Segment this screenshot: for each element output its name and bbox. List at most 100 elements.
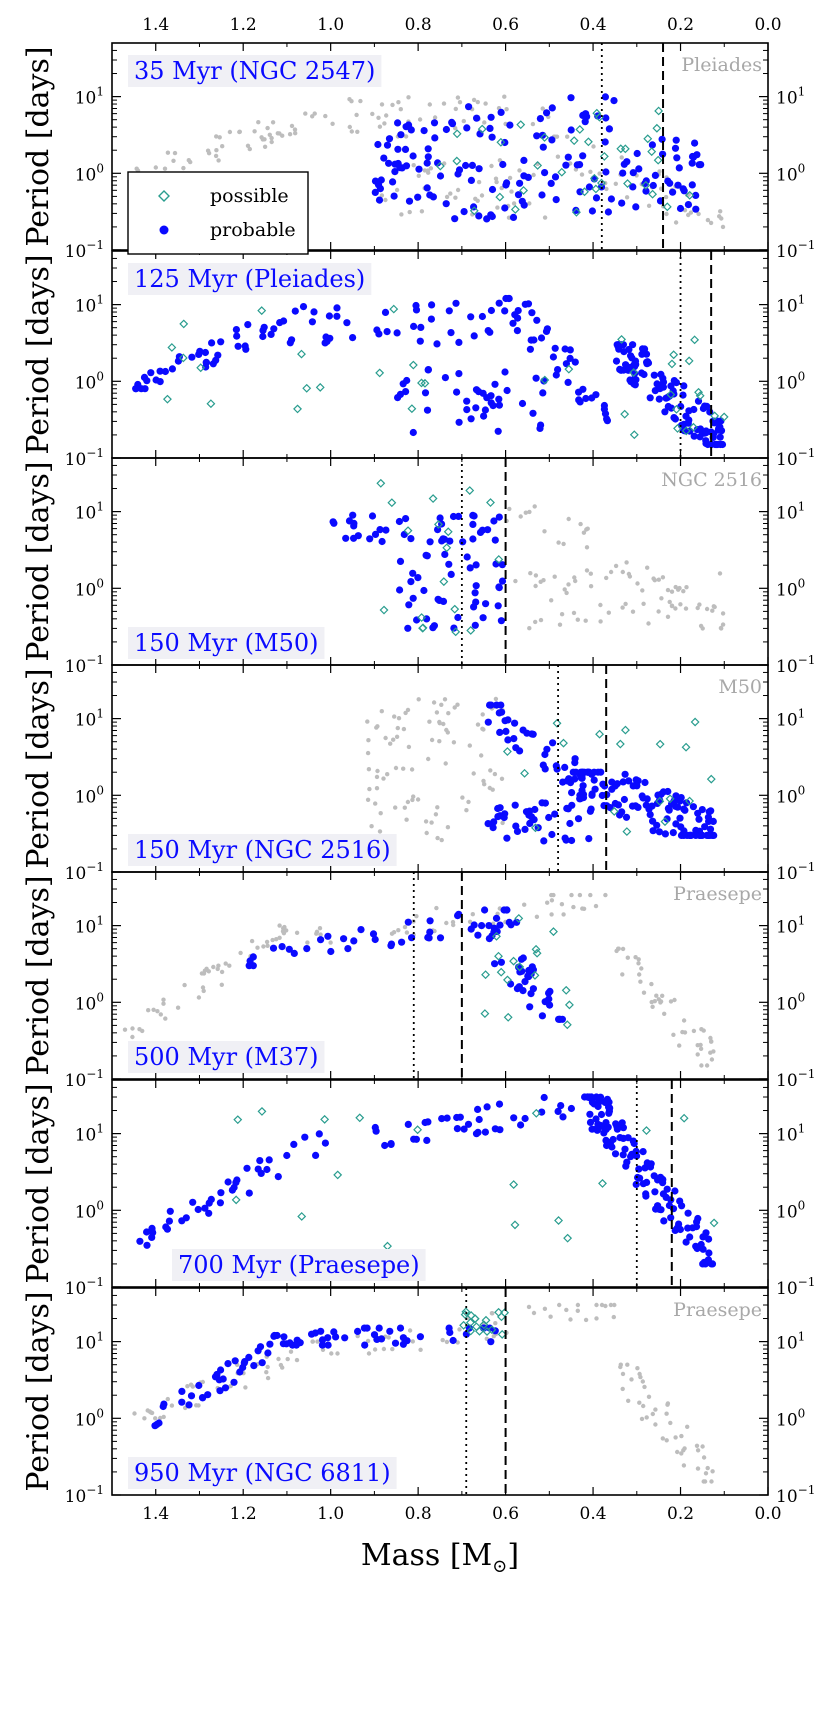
reference-cluster-label: M50 <box>718 676 762 698</box>
possible-point <box>500 1308 510 1318</box>
probable-point <box>487 306 495 315</box>
probable-point <box>660 1217 668 1225</box>
probable-point <box>423 184 431 192</box>
reference-point <box>402 924 408 930</box>
probable-point <box>672 136 680 144</box>
probable-point <box>538 799 546 807</box>
reference-point <box>673 1435 678 1440</box>
probable-point <box>579 152 587 160</box>
probable-point <box>299 303 308 311</box>
probable-point <box>491 380 499 388</box>
probable-point <box>148 1226 156 1234</box>
cluster-label-box <box>128 55 382 87</box>
reference-point <box>719 216 724 221</box>
reference-point <box>429 820 434 825</box>
probable-point <box>324 1341 332 1349</box>
reference-cluster-label: Pleiades <box>681 54 762 76</box>
cluster-label: 35 Myr (NGC 2547) <box>134 57 375 85</box>
reference-point <box>416 697 421 702</box>
possible-point <box>564 364 574 374</box>
reference-point <box>220 144 225 149</box>
probable-point <box>705 1249 713 1257</box>
possible-point <box>719 412 729 422</box>
possible-point <box>509 956 519 966</box>
probable-point <box>312 1151 320 1159</box>
probable-point <box>684 201 693 209</box>
probable-point <box>641 778 649 787</box>
probable-point <box>454 912 462 920</box>
possible-point <box>333 1170 343 1180</box>
reference-point <box>556 540 561 545</box>
reference-point <box>580 906 585 911</box>
probable-point <box>536 115 545 123</box>
probable-point <box>315 1130 323 1138</box>
reference-point <box>379 102 385 107</box>
probable-point <box>430 622 438 630</box>
reference-point <box>566 582 571 587</box>
probable-point <box>656 796 664 804</box>
probable-point <box>363 1324 371 1332</box>
probable-point <box>491 1327 499 1335</box>
reference-point <box>188 159 193 165</box>
probable-point <box>402 515 410 523</box>
reference-point <box>559 612 565 617</box>
probable-point <box>498 561 506 569</box>
reference-point <box>310 114 315 119</box>
reference-point <box>384 113 389 118</box>
probable-point <box>232 326 240 334</box>
possible-point <box>679 1113 689 1123</box>
possible-point <box>583 137 593 147</box>
reference-point <box>664 1438 669 1443</box>
reference-point <box>282 924 287 930</box>
probable-point <box>641 345 649 353</box>
reference-point <box>409 767 415 772</box>
y-tick-label-right: 100 <box>776 161 805 185</box>
reference-point <box>495 205 500 210</box>
reference-point <box>625 1362 630 1367</box>
probable-point <box>629 782 637 790</box>
probable-point <box>234 342 242 350</box>
y-tick-label: 101 <box>75 293 104 317</box>
probable-point <box>561 763 569 772</box>
reference-point <box>165 1396 170 1402</box>
reference-point <box>264 939 270 945</box>
probable-point <box>318 1336 327 1344</box>
reference-point <box>548 1314 553 1319</box>
reference-point <box>489 1311 495 1316</box>
reference-point <box>444 920 449 926</box>
reference-point <box>385 772 390 777</box>
reference-point <box>245 143 251 148</box>
reference-point <box>704 1063 710 1068</box>
cluster-label-box <box>128 1457 397 1489</box>
probable-point <box>533 316 541 324</box>
reference-point <box>475 99 480 105</box>
reference-point <box>555 154 561 159</box>
probable-point <box>249 962 257 970</box>
possible-point <box>375 368 385 378</box>
probable-point <box>639 1148 647 1156</box>
probable-point <box>592 194 601 202</box>
reference-point <box>538 579 543 584</box>
reference-point <box>561 541 566 547</box>
probable-point <box>632 360 640 368</box>
probable-point <box>688 159 696 167</box>
probable-point <box>163 1225 171 1233</box>
probable-point <box>533 132 541 140</box>
probable-point <box>434 595 442 603</box>
reference-point <box>549 598 554 603</box>
reference-point <box>206 151 212 156</box>
probable-point <box>452 299 460 307</box>
probable-point <box>576 188 584 196</box>
reference-point <box>575 1308 580 1314</box>
possible-point <box>665 794 675 804</box>
possible-point <box>482 1327 492 1336</box>
reference-point <box>426 170 431 175</box>
possible-point <box>652 123 662 133</box>
probable-point <box>350 522 358 530</box>
probable-point <box>628 802 637 810</box>
reference-point <box>434 710 440 715</box>
probable-point <box>487 1338 495 1346</box>
probable-point <box>465 103 473 111</box>
reference-point <box>201 988 206 994</box>
probable-point <box>661 408 669 416</box>
